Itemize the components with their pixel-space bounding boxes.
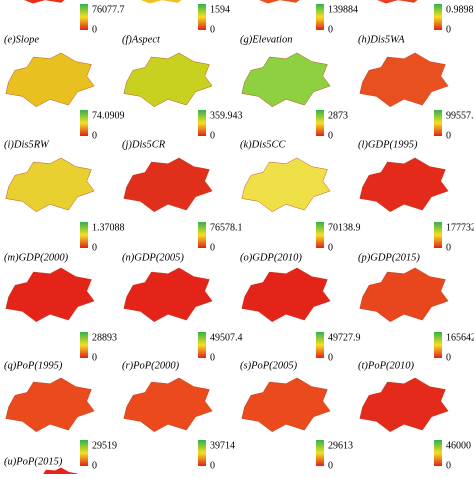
map (377, 0, 418, 4)
legend-bar (80, 4, 88, 30)
legend-max: 49727.9 (328, 332, 361, 343)
legend-min: 0 (92, 352, 97, 363)
map (34, 467, 78, 479)
legend-min: 0 (328, 460, 333, 471)
panel-label: (f)Aspect (122, 34, 161, 45)
legend-min: 0 (92, 242, 97, 253)
legend-max: 70138.9 (328, 222, 361, 233)
map (123, 267, 213, 323)
legend-min: 0 (446, 242, 451, 253)
legend-bar (316, 222, 324, 248)
legend-bar (198, 4, 206, 30)
panel-label: (p)GDP(2015) (358, 252, 420, 263)
legend-max: 139884 (328, 4, 358, 15)
legend-max: 2873 (328, 110, 348, 121)
legend-max: 29519 (92, 440, 117, 451)
legend-max: 1.37088 (92, 222, 125, 233)
map (241, 267, 331, 323)
legend-bar (198, 440, 206, 466)
legend-min: 0 (328, 242, 333, 253)
legend-max: 0.989851 (446, 4, 474, 15)
panel-label: (j)Dis5CR (122, 139, 166, 150)
map (359, 157, 449, 213)
legend-max: 76077.7 (92, 4, 125, 15)
legend-min: 0 (210, 460, 215, 471)
map (123, 52, 213, 108)
panel-label: (r)PoP(2000) (122, 360, 180, 371)
map (359, 52, 449, 108)
panel-label: (g)Elevation (240, 34, 292, 45)
legend-min: 0 (210, 242, 215, 253)
legend-bar (434, 332, 442, 358)
legend-max: 39714 (210, 440, 235, 451)
map (359, 267, 449, 323)
legend-min: 0 (446, 24, 451, 35)
map (241, 157, 331, 213)
map (241, 52, 331, 108)
legend-min: 0 (446, 130, 451, 141)
panel-label: (l)GDP(1995) (358, 139, 418, 150)
legend-min: 0 (446, 460, 451, 471)
panel-label: (t)PoP(2010) (358, 360, 414, 371)
panel-label: (u)PoP(2015) (4, 456, 63, 467)
map (5, 377, 95, 433)
map (5, 267, 95, 323)
legend-min: 0 (92, 460, 97, 471)
map (123, 377, 213, 433)
legend-bar (198, 332, 206, 358)
legend-bar (198, 222, 206, 248)
legend-max: 28893 (92, 332, 117, 343)
panel-label: (o)GDP(2010) (240, 252, 302, 263)
legend-bar (434, 440, 442, 466)
legend-min: 0 (328, 352, 333, 363)
map (259, 0, 300, 4)
legend-min: 0 (328, 24, 333, 35)
map (359, 377, 449, 433)
legend-max: 359.943 (210, 110, 243, 121)
legend-bar (80, 440, 88, 466)
legend-max: 74.0909 (92, 110, 125, 121)
panel-label: (n)GDP(2005) (122, 252, 184, 263)
legend-bar (80, 332, 88, 358)
legend-max: 29613 (328, 440, 353, 451)
map (24, 0, 65, 4)
legend-max: 76578.1 (210, 222, 243, 233)
legend-bar (316, 110, 324, 136)
legend-bar (316, 332, 324, 358)
panel-label: (h)Dis5WA (358, 34, 405, 45)
map (241, 377, 331, 433)
legend-max: 165642 (446, 332, 474, 343)
legend-min: 0 (446, 352, 451, 363)
legend-min: 0 (210, 130, 215, 141)
legend-bar (80, 110, 88, 136)
legend-min: 0 (210, 352, 215, 363)
legend-bar (434, 4, 442, 30)
legend-min: 0 (92, 24, 97, 35)
map (141, 0, 182, 4)
legend-bar (80, 222, 88, 248)
panel-label: (i)Dis5RW (4, 139, 50, 150)
legend-bar (434, 110, 442, 136)
legend-bar (434, 222, 442, 248)
map (5, 52, 95, 108)
legend-bar (198, 110, 206, 136)
legend-min: 0 (328, 130, 333, 141)
map (5, 157, 95, 213)
legend-bar (316, 440, 324, 466)
legend-max: 46000 (446, 440, 471, 451)
panel-label: (k)Dis5CC (240, 139, 286, 150)
panel-label: (e)Slope (4, 34, 39, 45)
legend-max: 99557.1 (446, 110, 474, 121)
map (123, 157, 213, 213)
legend-max: 1594 (210, 4, 230, 15)
legend-min: 0 (210, 24, 215, 35)
legend-max: 49507.4 (210, 332, 243, 343)
legend-min: 0 (92, 130, 97, 141)
panel-label: (s)PoP(2005) (240, 360, 298, 371)
panel-label: (m)GDP(2000) (4, 252, 69, 263)
panel-label: (q)PoP(1995) (4, 360, 63, 371)
legend-max: 177732 (446, 222, 474, 233)
legend-bar (316, 4, 324, 30)
